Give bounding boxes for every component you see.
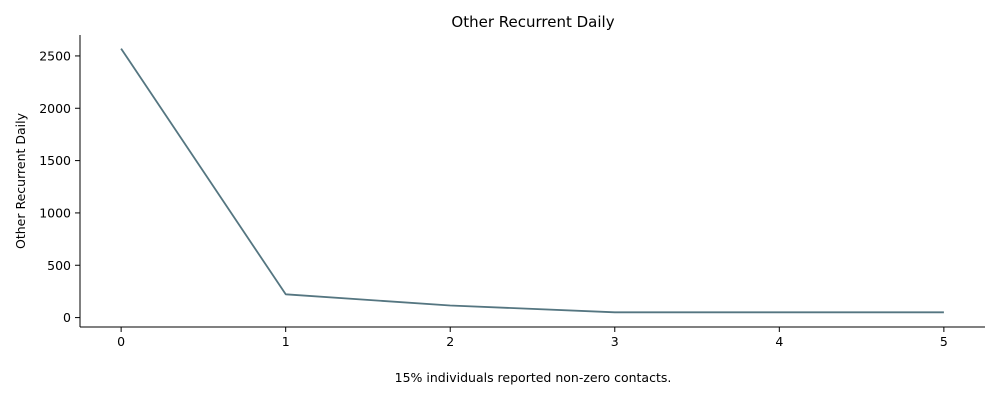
x-tick-label: 2: [446, 334, 454, 349]
x-tick-label: 3: [611, 334, 619, 349]
chart-title: Other Recurrent Daily: [451, 13, 614, 31]
y-tick-label: 1500: [39, 153, 71, 168]
x-tick-label: 4: [775, 334, 783, 349]
x-tick-label: 0: [117, 334, 125, 349]
y-tick-label: 1000: [39, 205, 71, 220]
axes: [79, 35, 985, 328]
x-tick-label: 5: [940, 334, 948, 349]
y-tick-label: 2000: [39, 101, 71, 116]
y-axis-label: Other Recurrent Daily: [13, 112, 28, 249]
y-tick-label: 2500: [39, 48, 71, 63]
y-tick-label: 0: [63, 310, 71, 325]
chart-caption: 15% individuals reported non-zero contac…: [395, 370, 672, 385]
series-layer: [120, 48, 944, 314]
ticks-layer: 0 1 2 3 4 5 0 500 1000 1500 2000 2500: [39, 48, 948, 349]
x-tick-label: 1: [282, 334, 290, 349]
series-line: [120, 48, 944, 314]
y-tick-label: 500: [47, 258, 71, 273]
